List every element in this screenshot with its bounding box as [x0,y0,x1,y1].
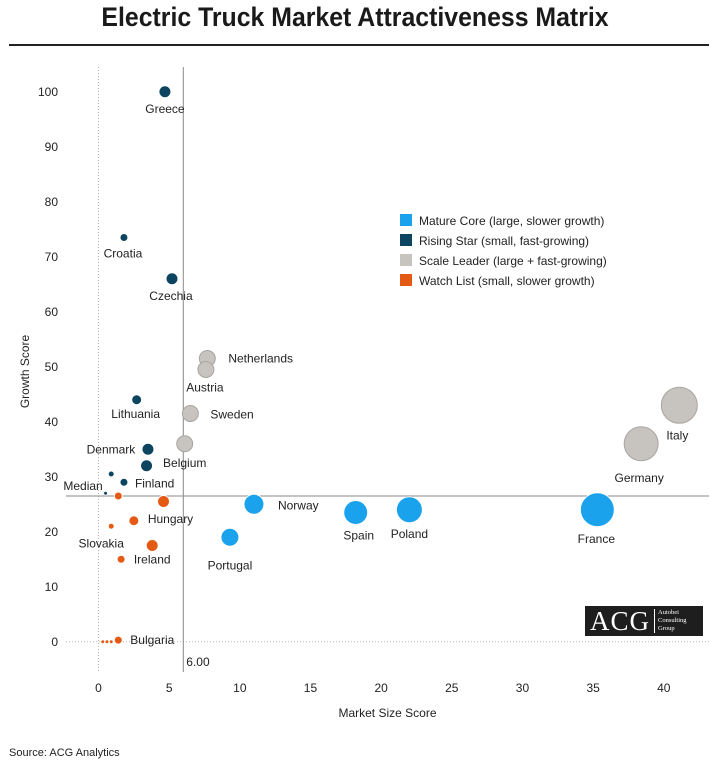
legend-swatch [400,214,412,226]
bubble-greece [158,85,172,99]
bubble-unlabeled [140,459,154,473]
point-label-norway: Norway [278,498,319,512]
point-label-poland: Poland [391,527,428,541]
point-label-greece: Greece [145,102,185,116]
logo-line-1: Autobei [658,609,679,616]
company-logo: ACG Autobei Consulting Group [585,606,703,636]
legend-swatch [400,254,412,266]
y-tick-label: 70 [45,250,59,264]
legend-label: Watch List (small, slower growth) [419,274,595,288]
x-tick-label: 10 [233,681,247,695]
bubble-bulgaria [113,635,123,645]
bubble-unlabeled [157,495,171,508]
bubble-norway [243,493,265,515]
y-axis-label: Growth Score [18,334,32,408]
bubble-italy [660,386,698,424]
x-tick-label: 15 [304,681,318,695]
point-label-finland: Finland [135,476,174,490]
x-tick-label: 35 [586,681,600,695]
point-label-slovakia: Slovakia [79,536,125,550]
bubble-lithuania [131,394,143,406]
y-tick-label: 90 [45,140,59,154]
bubble-unlabeled [108,639,114,645]
point-label-belgium: Belgium [163,456,206,470]
bubble-denmark [141,442,155,456]
bubble-unlabeled [116,554,126,564]
chart-title: Electric Truck Market Attractiveness Mat… [101,2,609,32]
legend-label: Scale Leader (large + fast-growing) [419,254,607,268]
y-tick-label: 50 [45,360,59,374]
y-tick-label: 100 [38,85,58,99]
logo-mark: ACG [590,606,651,636]
y-tick-label: 0 [51,635,58,649]
bubble-france [579,492,615,528]
point-label-france: France [578,532,616,546]
point-label-czechia: Czechia [149,289,193,303]
vertical-divider-label: 6.00 [186,655,210,669]
bubble-finland [119,477,129,487]
point-label-italy: Italy [666,428,688,442]
source-note: Source: ACG Analytics [9,747,120,759]
logo-wordmark: Autobei Consulting Group [658,609,687,633]
x-tick-label: 30 [516,681,530,695]
x-tick-label: 40 [657,681,671,695]
point-label-austria: Austria [186,381,224,395]
point-label-germany: Germany [614,471,663,485]
point-label-denmark: Denmark [87,442,137,456]
legend-label: Rising Star (small, fast-growing) [419,234,589,248]
bubble-unlabeled [107,470,115,478]
y-tick-label: 10 [45,580,59,594]
logo-divider [654,609,656,633]
y-tick-label: 80 [45,195,59,209]
logo-line-2: Consulting [658,617,687,624]
legend-swatch [400,274,412,286]
point-label-portugal: Portugal [208,558,253,572]
point-label-netherlands: Netherlands [228,352,293,366]
bubble-portugal [220,527,240,547]
bubble-unlabeled [113,491,123,501]
legend-swatch [400,234,412,246]
x-tick-label: 0 [95,681,102,695]
bubble-spain [343,500,369,525]
point-label-ireland: Ireland [134,553,171,567]
bubble-croatia [119,233,129,242]
legend-label: Mature Core (large, slower growth) [419,214,604,228]
point-label-sweden: Sweden [210,408,253,422]
point-label-bulgaria: Bulgaria [130,633,174,647]
bubble-slovakia [107,522,115,530]
bubble-ireland [145,539,159,552]
y-tick-label: 40 [45,415,59,429]
x-tick-label: 25 [445,681,459,695]
bubble-austria [197,361,215,378]
bubble-czechia [165,272,179,286]
point-label-lithuania: Lithuania [111,407,160,421]
x-axis-label: Market Size Score [338,706,436,720]
point-label-spain: Spain [343,529,374,543]
y-tick-label: 60 [45,305,59,319]
x-tick-label: 20 [374,681,388,695]
logo-line-3: Group [658,625,675,632]
bubble-germany [623,426,659,462]
bubble-unlabeled [104,639,110,645]
bubble-poland [395,496,423,524]
point-label-hungary: Hungary [148,512,193,526]
bubble-belgium [176,435,194,453]
x-tick-label: 5 [166,681,173,695]
bubble-unlabeled [103,490,109,496]
bubble-hungary [128,515,140,527]
y-tick-label: 20 [45,525,59,539]
point-label-croatia: Croatia [104,247,143,261]
bubble-sweden [181,405,199,422]
median-label: Median [63,479,102,493]
title-divider [9,44,709,46]
bubble-unlabeled [100,639,106,645]
y-tick-label: 30 [45,470,59,484]
